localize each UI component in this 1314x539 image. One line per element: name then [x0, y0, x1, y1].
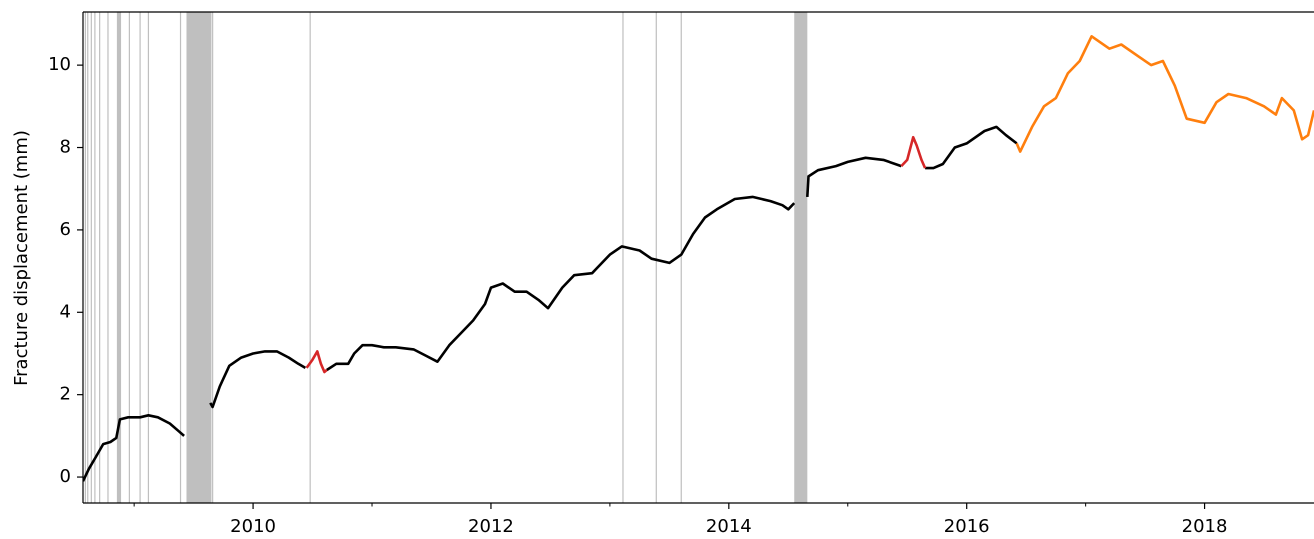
y-tick-label: 0	[60, 466, 71, 487]
data-line	[83, 125, 1018, 482]
y-tick-label: 8	[60, 137, 71, 158]
x-tick-label: 2018	[1182, 516, 1228, 537]
y-tick-label: 10	[48, 54, 71, 75]
x-tick-label: 2012	[468, 516, 514, 537]
plot-area	[83, 12, 1314, 503]
y-tick-label: 2	[60, 384, 71, 405]
data-line	[1015, 35, 1314, 153]
x-tick-label: 2010	[230, 516, 276, 537]
y-tick-label: 4	[60, 301, 71, 322]
y-axis-label: Fracture displacement (mm)	[11, 130, 32, 386]
shaded-band	[794, 12, 808, 503]
shaded-band	[116, 12, 122, 503]
x-tick-label: 2016	[944, 516, 990, 537]
y-tick-label: 6	[60, 219, 71, 240]
x-tick-label: 2014	[706, 516, 752, 537]
data-line	[305, 135, 927, 374]
shaded-band	[186, 12, 212, 503]
